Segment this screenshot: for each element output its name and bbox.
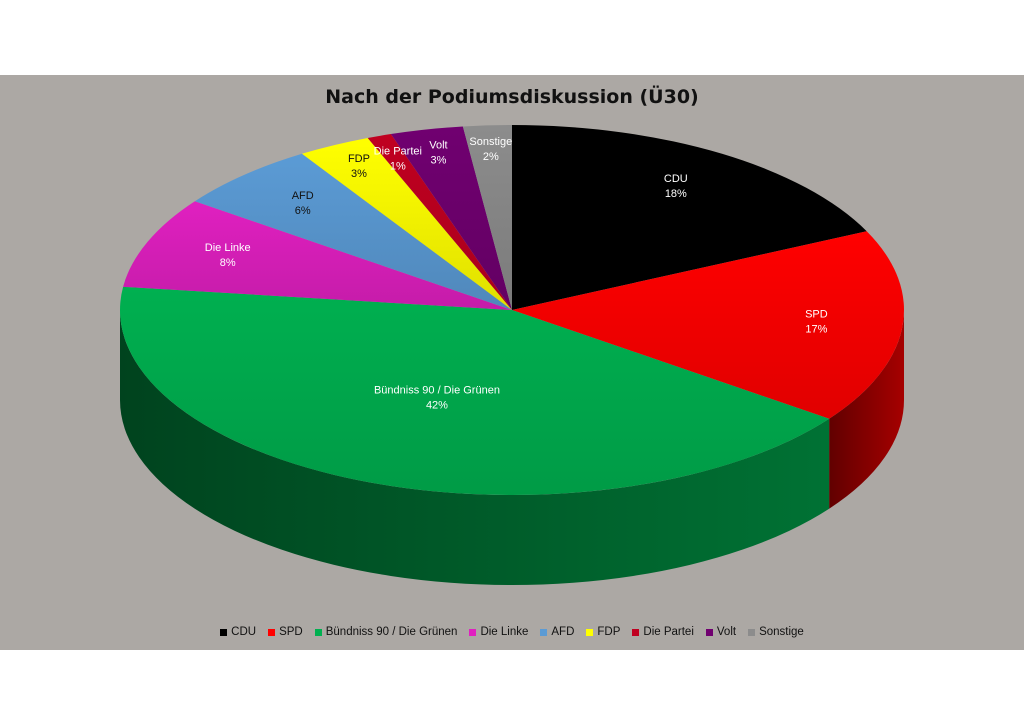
legend-label-b-ndniss-90-die-gr-nen: Bündniss 90 / Die Grünen (325, 626, 458, 638)
slice-label-die-partei: Die Partei (374, 145, 422, 157)
slice-value-spd: 17% (805, 324, 827, 336)
slice-label-fdp: FDP (348, 153, 370, 165)
legend-label-die-linke: Die Linke (480, 626, 529, 638)
legend-swatch-afd (540, 628, 548, 636)
pie-slice-b-ndniss-90-die-gr-nen (120, 286, 830, 495)
pie-slice-volt (390, 126, 512, 311)
legend-swatch-die-partei (632, 628, 640, 636)
legend-swatch-spd (268, 628, 276, 636)
legend: CDU SPD Bündniss 90 / Die Grünen Die Linke A… (0, 626, 1024, 638)
legend-label-volt: Volt (716, 626, 737, 638)
pie-slice-sonstige (462, 125, 512, 310)
legend-label-fdp: FDP (597, 626, 621, 638)
legend-item-fdp: FDP (586, 626, 620, 638)
legend-item-volt: Volt (705, 626, 737, 638)
legend-swatch-volt (705, 628, 713, 636)
pie-slice-fdp (301, 137, 512, 310)
slice-label-sonstige: Sonstige (469, 136, 512, 148)
slice-label-cdu: CDU (664, 173, 688, 185)
legend-item-b-ndniss-90-die-gr-nen: Bündniss 90 / Die Grünen (314, 626, 458, 638)
pie-side-b-ndniss-90-die-gr-nen (120, 310, 830, 585)
legend-label-cdu: CDU (231, 626, 257, 638)
slice-value-die-linke: 8% (220, 257, 236, 269)
legend-label-afd: AFD (551, 626, 575, 638)
pie-slice-spd (512, 231, 904, 419)
pie-slice-cdu (512, 125, 867, 310)
slice-value-fdp: 3% (351, 168, 367, 180)
legend-label-spd: SPD (279, 626, 303, 638)
slice-value-die-partei: 1% (390, 160, 406, 172)
pie-slice-die-partei (367, 134, 512, 310)
pie-sides (120, 310, 904, 585)
slice-label-volt: Volt (429, 140, 447, 152)
pie-labels: CDU 18% SPD 17% Bündniss 90 / Die Grünen 42% D… (205, 136, 828, 411)
slice-value-cdu: 18% (665, 188, 687, 200)
slice-label-afd: AFD (292, 190, 314, 202)
legend-item-die-partei: Die Partei (632, 626, 694, 638)
slice-label-die-linke: Die Linke (205, 242, 251, 254)
slice-label-spd: SPD (805, 309, 828, 321)
slice-value-afd: 6% (295, 205, 311, 217)
legend-item-spd: SPD (268, 626, 303, 638)
legend-item-sonstige: Sonstige (748, 626, 804, 638)
legend-swatch-die-linke (469, 628, 477, 636)
legend-swatch-fdp (586, 628, 594, 636)
pie-slice-afd (194, 153, 512, 310)
pie-slice-die-linke (123, 201, 512, 310)
slice-value-sonstige: 2% (483, 151, 499, 163)
pie-top (120, 125, 904, 495)
slice-label-b-ndniss-90-die-gr-nen: Bündniss 90 / Die Grünen (374, 384, 500, 396)
slice-value-volt: 3% (431, 155, 447, 167)
chart-title: Nach der Podiumsdiskussion (Ü30) (325, 86, 699, 108)
legend-swatch-b-ndniss-90-die-gr-nen (314, 628, 322, 636)
legend-swatch-sonstige (748, 628, 756, 636)
legend-label-die-partei: Die Partei (643, 626, 694, 638)
legend-item-afd: AFD (540, 626, 574, 638)
legend-label-sonstige: Sonstige (759, 626, 804, 638)
pie-side-spd (829, 310, 904, 509)
legend-item-cdu: CDU (220, 626, 256, 638)
slice-value-b-ndniss-90-die-gr-nen: 42% (426, 399, 448, 411)
legend-item-die-linke: Die Linke (469, 626, 528, 638)
legend-swatch-cdu (220, 628, 228, 636)
